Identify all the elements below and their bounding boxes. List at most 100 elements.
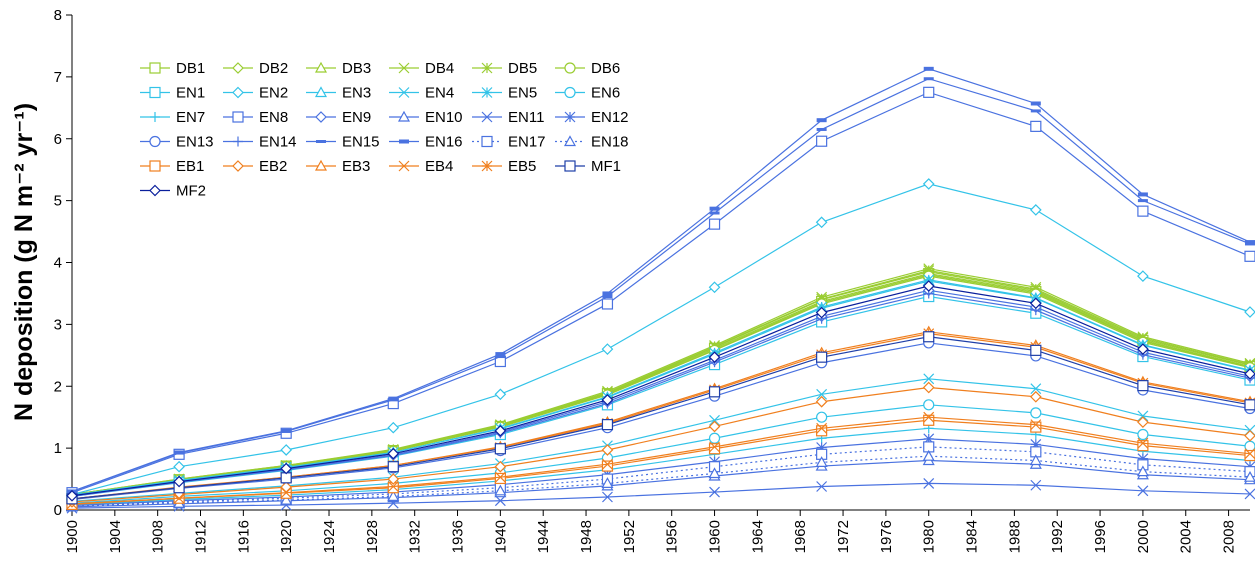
- marker: [816, 442, 828, 453]
- marker: [1029, 390, 1042, 403]
- marker: [1030, 344, 1042, 356]
- legend-label: EB3: [342, 158, 370, 175]
- legend-label: DB1: [176, 60, 205, 77]
- legend-label: EB5: [508, 158, 536, 175]
- marker: [816, 481, 828, 492]
- legend-entry: MF1: [555, 158, 621, 175]
- legend-entry: EN18: [555, 134, 629, 151]
- marker: [602, 458, 613, 470]
- marker: [564, 62, 576, 74]
- x-tick-label: 1980: [921, 520, 938, 553]
- marker: [481, 160, 493, 172]
- marker: [922, 178, 935, 190]
- marker: [494, 495, 506, 507]
- marker: [1244, 250, 1255, 262]
- marker: [387, 421, 400, 434]
- marker: [709, 414, 720, 426]
- marker: [815, 456, 828, 467]
- legend-label: EN4: [425, 85, 454, 102]
- marker: [314, 159, 328, 171]
- x-tick-label: 1988: [1006, 520, 1023, 553]
- marker: [1137, 437, 1149, 449]
- x-tick-label: 1928: [364, 520, 381, 553]
- legend-label: EN9: [342, 109, 371, 126]
- x-tick-label: 1944: [535, 520, 552, 553]
- marker: [1030, 120, 1042, 132]
- x-tick-label: 2008: [1221, 520, 1238, 553]
- marker: [1137, 205, 1149, 217]
- series-line: [71, 269, 1251, 496]
- marker: [923, 411, 935, 423]
- marker: [815, 395, 828, 408]
- marker: [232, 62, 244, 74]
- marker: [280, 462, 293, 475]
- legend-label: EN8: [259, 109, 288, 126]
- marker: [149, 184, 161, 197]
- marker: [494, 484, 507, 496]
- x-tick-label: 2000: [1135, 520, 1152, 553]
- marker: [708, 432, 721, 444]
- marker: [601, 298, 614, 310]
- marker: [1030, 407, 1042, 419]
- marker: [494, 443, 506, 455]
- x-tick-label: 1940: [492, 520, 509, 553]
- marker: [923, 399, 935, 411]
- marker: [1244, 399, 1255, 411]
- marker: [1137, 410, 1149, 422]
- legend-entry: EN15: [306, 134, 380, 151]
- marker: [149, 86, 161, 99]
- series-line: [71, 427, 1251, 506]
- legend-entry: EN13: [140, 134, 214, 151]
- series-line: [71, 342, 1251, 501]
- marker: [815, 306, 828, 319]
- x-tick-label: 1912: [193, 520, 210, 553]
- marker: [233, 136, 243, 147]
- legend-entry: EN14: [223, 134, 297, 151]
- marker: [1244, 448, 1255, 460]
- marker: [923, 433, 935, 445]
- legend-entry: DB4: [389, 60, 454, 77]
- marker: [149, 135, 161, 148]
- legend-entry: EN7: [140, 109, 205, 126]
- series-line: [71, 91, 1251, 494]
- legend-entry: EB1: [140, 158, 204, 175]
- legend-label: EN17: [508, 134, 546, 151]
- y-tick-label: 6: [54, 131, 62, 148]
- marker: [923, 274, 935, 286]
- marker: [564, 111, 576, 123]
- series-line: [71, 482, 1251, 509]
- y-tick-label: 8: [54, 7, 62, 24]
- marker: [494, 472, 506, 485]
- marker: [708, 351, 721, 364]
- marker: [922, 280, 935, 292]
- legend-entry: EN9: [306, 109, 371, 126]
- legend-label: EN11: [508, 109, 544, 126]
- marker: [1137, 440, 1149, 452]
- series-line: [71, 68, 1251, 493]
- marker: [494, 388, 507, 401]
- marker: [387, 461, 399, 473]
- marker: [601, 419, 614, 431]
- legend-label: EN7: [176, 109, 205, 126]
- marker: [66, 489, 78, 502]
- series-line: [71, 295, 1251, 497]
- legend-entry: EB2: [223, 158, 287, 175]
- x-tick-label: 1900: [64, 520, 81, 553]
- marker: [922, 449, 935, 461]
- marker: [398, 160, 410, 172]
- marker: [816, 425, 828, 437]
- x-tick-label: 1952: [621, 520, 638, 553]
- legend-entry: EN2: [223, 85, 288, 102]
- legend-label: EB1: [176, 158, 204, 175]
- marker: [1030, 438, 1042, 450]
- legend-label: DB3: [342, 60, 371, 77]
- marker: [563, 135, 577, 147]
- series-line: [71, 438, 1251, 507]
- marker: [314, 86, 328, 98]
- series-line: [71, 378, 1251, 502]
- marker: [1137, 453, 1149, 465]
- series-line: [71, 446, 1251, 507]
- marker: [1029, 454, 1042, 466]
- legend-entry: EN6: [555, 85, 620, 102]
- x-tick-label: 1984: [964, 520, 981, 553]
